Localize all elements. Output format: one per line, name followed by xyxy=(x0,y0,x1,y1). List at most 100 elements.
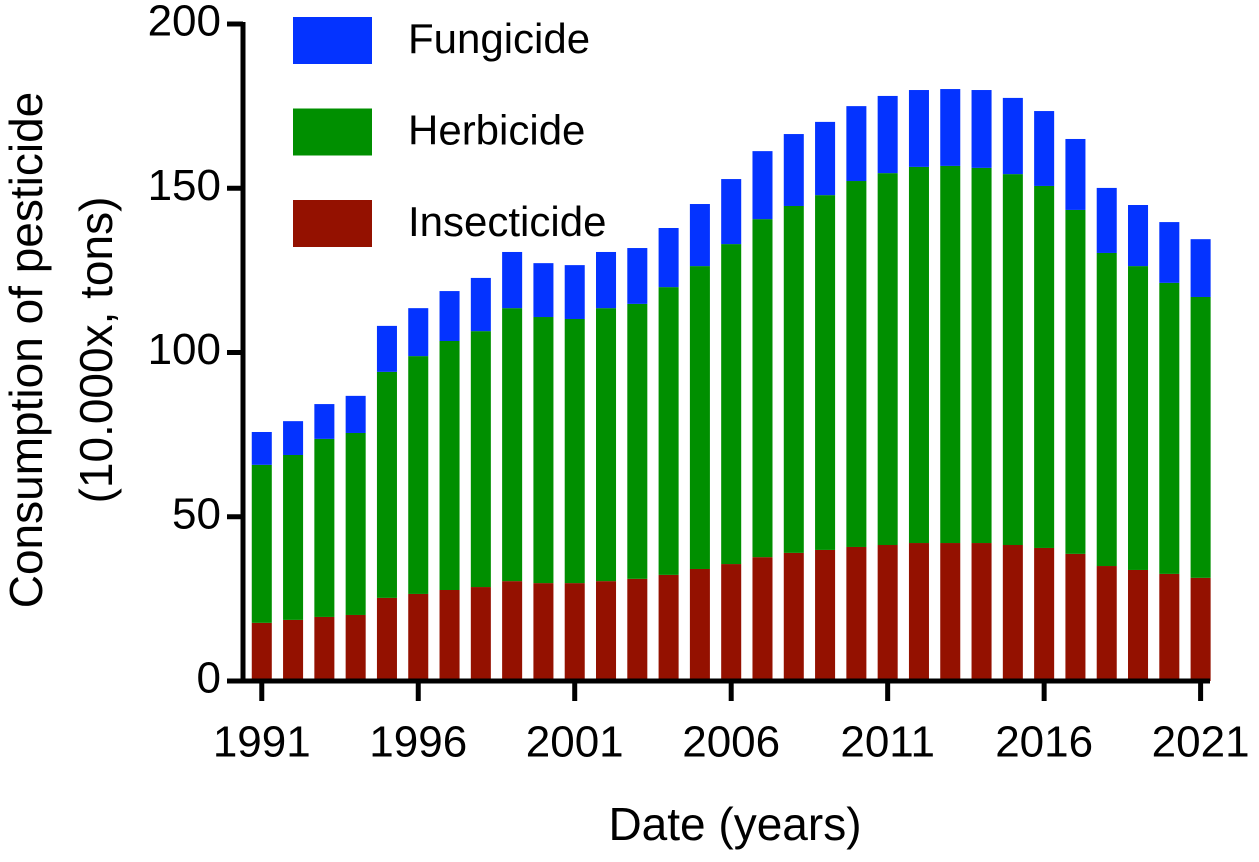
bar-segment xyxy=(658,287,679,575)
bar-segment xyxy=(846,546,867,681)
x-tick-label: 2021 xyxy=(1152,718,1250,767)
bar-segment xyxy=(627,578,648,681)
bar-segment xyxy=(1159,222,1180,283)
bar-segment xyxy=(815,549,836,681)
bar-segment xyxy=(345,432,366,615)
bar-segment xyxy=(376,325,397,372)
bar-segment xyxy=(658,574,679,681)
bar-segment xyxy=(627,303,648,579)
bar-segment xyxy=(376,597,397,681)
bar-segment xyxy=(1190,296,1211,578)
bar-segment xyxy=(721,244,742,565)
bar-segment xyxy=(408,308,429,357)
bar-segment xyxy=(564,583,585,681)
legend-label: Insecticide xyxy=(408,198,606,245)
bar-segment xyxy=(940,543,961,681)
bar-segment xyxy=(596,251,617,309)
y-tick-label: 50 xyxy=(172,489,221,538)
bar-segment xyxy=(783,134,804,206)
bar-segment xyxy=(815,195,836,550)
bar-segment xyxy=(533,317,554,584)
legend-swatch xyxy=(293,108,372,156)
bar-segment xyxy=(596,581,617,681)
bar-segment xyxy=(564,318,585,584)
bar-segment xyxy=(1128,569,1149,681)
bar-segment xyxy=(721,564,742,681)
legend-swatch xyxy=(293,17,372,64)
bar-segment xyxy=(971,90,992,168)
y-tick-label: 0 xyxy=(197,654,221,703)
bar-segment xyxy=(752,219,773,558)
bar-segment xyxy=(502,251,523,309)
bar-segment xyxy=(1002,174,1023,546)
x-axis-label: Date (years) xyxy=(608,798,861,850)
bar-segment xyxy=(877,95,898,174)
bar-segment xyxy=(283,421,304,455)
bar-segment xyxy=(1034,547,1055,681)
bar-segment xyxy=(251,431,272,465)
bar-segment xyxy=(408,356,429,594)
bar-segment xyxy=(314,404,335,439)
bar-segment xyxy=(908,543,929,681)
bar-segment xyxy=(1128,266,1149,570)
bar-segment xyxy=(752,557,773,681)
bar-segment xyxy=(1159,573,1180,681)
bar-segment xyxy=(1096,566,1117,681)
bar-segment xyxy=(689,266,710,569)
x-tick-label: 2011 xyxy=(840,718,935,767)
bar-segment xyxy=(846,106,867,182)
bar-segment xyxy=(940,89,961,166)
bar-segment xyxy=(783,205,804,553)
bar-segment xyxy=(1190,577,1211,681)
bar-segment xyxy=(502,581,523,681)
bar-segment xyxy=(1065,553,1086,681)
bar-segment xyxy=(533,583,554,681)
legend-label: Herbicide xyxy=(408,107,585,154)
bar-segment xyxy=(502,308,523,582)
bar-segment xyxy=(470,277,491,332)
y-axis-label: (10.000x, tons) xyxy=(70,197,122,504)
x-tick-label: 1991 xyxy=(213,718,311,767)
bar-segment xyxy=(971,543,992,681)
bar-segment xyxy=(627,248,648,304)
bar-segment xyxy=(1159,282,1180,574)
bar-segment xyxy=(1002,545,1023,681)
bar-segment xyxy=(658,227,679,288)
legend-label: Fungicide xyxy=(408,15,590,62)
bar-segment xyxy=(1034,185,1055,548)
bar-segment xyxy=(689,204,710,267)
bar-segment xyxy=(783,552,804,681)
x-tick-label: 2001 xyxy=(526,718,624,767)
bar-segment xyxy=(908,166,929,544)
bar-segment xyxy=(314,616,335,681)
bar-segment xyxy=(251,464,272,623)
x-tick-label: 1996 xyxy=(369,718,467,767)
bar-segment xyxy=(1096,187,1117,253)
bar-segment xyxy=(877,545,898,681)
bar-segment xyxy=(908,90,929,167)
legend-swatch xyxy=(293,200,372,247)
bar-segment xyxy=(940,165,961,544)
bar-segment xyxy=(408,593,429,681)
bar-segment xyxy=(533,263,554,318)
bar-segment xyxy=(470,331,491,588)
bar-segment xyxy=(846,181,867,547)
bar-segment xyxy=(752,151,773,220)
bar-segment xyxy=(283,619,304,681)
bar-segment xyxy=(470,587,491,681)
bar-segment xyxy=(439,291,460,342)
bar-segment xyxy=(1065,138,1086,210)
x-tick-label: 2016 xyxy=(995,718,1093,767)
bar-segment xyxy=(815,121,836,196)
bar-segment xyxy=(314,438,335,617)
y-axis-label: Consumption of pesticide xyxy=(0,92,52,609)
bar-segment xyxy=(1065,209,1086,554)
bar-segment xyxy=(1002,97,1023,175)
bar-segment xyxy=(439,590,460,681)
bar-segment xyxy=(345,395,366,433)
bar-segment xyxy=(1128,205,1149,267)
bar-segment xyxy=(596,308,617,582)
bar-segment xyxy=(971,167,992,544)
y-tick-label: 100 xyxy=(148,325,221,374)
